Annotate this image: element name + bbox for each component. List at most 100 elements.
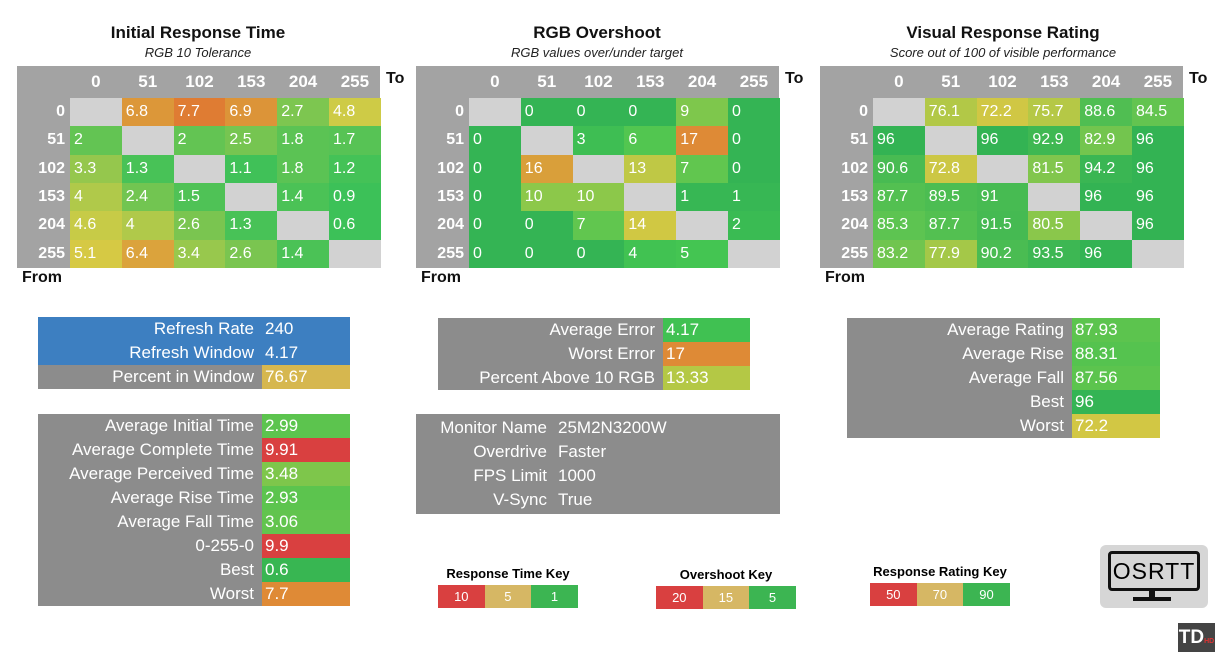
heatmap-cell: 90.6 — [873, 154, 926, 184]
heatmap-cell — [572, 154, 625, 184]
heatmap-cell: 0 — [469, 182, 522, 212]
x-axis-label: To — [1189, 70, 1208, 87]
stat-label: Average Complete Time — [71, 440, 254, 459]
stat-label: Average Rise Time — [110, 488, 254, 507]
heatmap-cell: 0 — [520, 98, 574, 127]
stat-label: Average Initial Time — [105, 416, 254, 435]
row-header: 51 — [47, 131, 65, 149]
heatmap-cell: 0.6 — [329, 211, 382, 240]
column-header: 255 — [1143, 72, 1173, 91]
stat-row: Average Rating 87.93 — [847, 318, 1160, 342]
column-header: 51 — [138, 72, 158, 91]
stat-label: Percent in Window — [112, 367, 254, 386]
chart-title: Initial Response Time — [110, 23, 286, 42]
heatmap-cell: 4 — [70, 182, 123, 212]
heatmap-cell: 72.8 — [924, 154, 978, 184]
stat-row: Worst 7.7 — [38, 582, 350, 606]
stat-value: 96 — [1072, 390, 1160, 414]
column-header: 51 — [941, 72, 961, 91]
stat-label: 0-255-0 — [195, 536, 254, 555]
key-swatch: 1 — [531, 585, 578, 608]
stat-row: 0-255-0 9.9 — [38, 534, 350, 558]
stat-value: 17 — [663, 342, 750, 366]
stat-row: Best 0.6 — [38, 558, 350, 582]
heatmap-cell: 1.2 — [329, 154, 382, 184]
heatmap-cell — [924, 126, 978, 156]
heatmap-cell: 96 — [873, 126, 926, 156]
row-header: 0 — [56, 103, 65, 120]
heatmap-cell: 94.2 — [1080, 154, 1133, 184]
stat-value: 88.31 — [1072, 342, 1160, 366]
column-header: 204 — [288, 72, 318, 91]
monitor-icon: OSRTT — [1108, 551, 1200, 591]
row-header: 153 — [38, 187, 65, 205]
heatmap-cell: 1.5 — [173, 182, 226, 212]
row-header: 204 — [841, 216, 868, 234]
heatmap-cell: 75.7 — [1028, 98, 1081, 127]
row-header: 255 — [841, 244, 868, 262]
heatmap-cell: 1.3 — [225, 211, 278, 240]
stat-row: Average Fall 87.56 — [847, 366, 1160, 390]
stat-value: 87.56 — [1072, 366, 1160, 390]
heatmap-cell: 4 — [121, 211, 175, 240]
stat-value: 72.2 — [1072, 414, 1160, 438]
color-key: 50 70 90 — [870, 583, 1010, 606]
heatmap-cell: 77.9 — [924, 239, 978, 269]
heatmap-cell: 89.5 — [924, 182, 978, 212]
key-swatch: 5 — [484, 585, 532, 608]
heatmap-cell: 0 — [572, 239, 625, 269]
heatmap: 0 0 51 51 102 102 153 153 204 204 255 255 6.8 7.7 6.9 2… — [17, 66, 382, 269]
column-header: 153 — [237, 72, 266, 91]
heatmap-cell — [676, 211, 729, 240]
heatmap-cell: 0 — [728, 154, 781, 184]
heatmap-cell: 0 — [572, 98, 625, 127]
heatmap-cell — [873, 98, 926, 127]
stat-row: Average Initial Time 2.99 — [38, 414, 350, 438]
stat-value: 9.9 — [262, 534, 350, 558]
x-axis-label: To — [386, 70, 405, 87]
heatmap-cell: 2.5 — [225, 126, 278, 156]
row-header: 102 — [437, 159, 464, 177]
heatmap-cell: 0 — [624, 98, 677, 127]
heatmap-cell: 84.5 — [1132, 98, 1185, 127]
heatmap-cell: 1.8 — [277, 126, 330, 156]
row-header: 51 — [850, 131, 868, 149]
column-header: 255 — [340, 72, 370, 91]
heatmap-cell — [728, 239, 781, 269]
y-axis-label: From — [22, 269, 62, 286]
stat-label: Average Perceived Time — [69, 464, 254, 483]
heatmap-cell: 2 — [173, 126, 226, 156]
heatmap-cell: 5 — [676, 239, 729, 269]
column-header: 153 — [1040, 72, 1069, 91]
heatmap-cell: 1.8 — [277, 154, 330, 184]
overshoot-panel: Average Error 4.17 Worst Error 17 Percen… — [438, 318, 750, 390]
heatmap-cell — [277, 211, 330, 240]
heatmap-cell: 9 — [676, 98, 729, 127]
rating-panel: Average Rating 87.93 Average Rise 88.31 … — [847, 318, 1160, 438]
stat-row: Average Rise Time 2.93 — [38, 486, 350, 510]
row-header: 153 — [841, 187, 868, 205]
stat-row: Average Error 4.17 — [438, 318, 750, 342]
heatmap-cell: 83.2 — [873, 239, 926, 269]
stat-value: 76.67 — [262, 365, 350, 389]
key-title: Response Rating Key — [873, 564, 1007, 579]
stat-value: 3.06 — [262, 510, 350, 534]
row-header: 204 — [38, 216, 65, 234]
chart-title: Visual Response Rating — [906, 23, 1100, 42]
stat-label: Worst Error — [568, 344, 655, 363]
heatmap-cell — [173, 154, 226, 184]
heatmap-cell: 2 — [70, 126, 123, 156]
heatmap-cell: 91 — [976, 182, 1029, 212]
stat-label: Overdrive — [473, 442, 547, 461]
stat-row: Monitor Name 25M2N3200W — [416, 416, 780, 440]
color-key: 10 5 1 — [438, 585, 578, 608]
stat-value: 240 — [262, 317, 350, 341]
heatmap-cell: 76.1 — [924, 98, 978, 127]
stat-row: FPS Limit 1000 — [416, 464, 780, 488]
heatmap-cell: 3 — [572, 126, 625, 156]
heatmap-cell: 14 — [624, 211, 677, 240]
heatmap-cell — [225, 182, 278, 212]
heatmap-cell: 10 — [572, 182, 625, 212]
stat-value: 4.17 — [663, 318, 750, 342]
heatmap-cell — [329, 239, 382, 269]
